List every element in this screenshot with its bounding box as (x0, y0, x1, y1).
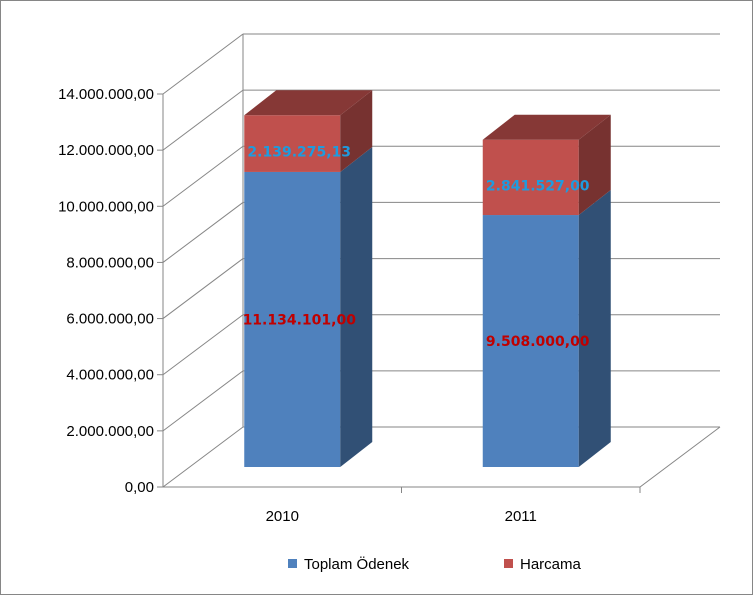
gridline-diagonal (162, 202, 244, 263)
gridline-diagonal (162, 314, 244, 376)
bar-2011-1-side (578, 114, 611, 216)
bar-2010-0-front (244, 171, 341, 467)
gridline-diagonal (162, 145, 244, 207)
bar-2011-1-front (482, 139, 579, 216)
legend-label: Toplam Ödenek (304, 555, 410, 573)
gridline-diagonal (162, 89, 244, 151)
y-axis-ticks: 0,00 2.000.000,00 4.000.000,00 6.000.000,00… (58, 86, 163, 496)
bar-2011-1-top (482, 114, 611, 140)
x-tick-label: 2011 (505, 508, 537, 525)
y-tick-label: 0,00 (125, 479, 154, 496)
gridline-diagonal (162, 426, 244, 488)
x-tick-label: 2010 (266, 508, 299, 525)
bar-2011-0-front (482, 215, 579, 467)
legend-label: Harcama (520, 556, 582, 573)
y-tick-label: 14.000.000,00 (58, 86, 154, 103)
y-tick-label: 10.000.000,00 (58, 198, 154, 215)
data-label: 9.508.000,00 (486, 334, 590, 350)
y-tick-label: 6.000.000,00 (66, 311, 154, 328)
legend-swatch (504, 559, 513, 568)
y-tick-label: 8.000.000,00 (66, 254, 154, 271)
bar-2010-1-top (244, 90, 373, 116)
data-labels: 11.134.101,00 2.139.275,13 9.508.000,00 2.8… (243, 145, 590, 350)
data-label: 2.139.275,13 (247, 145, 351, 161)
bar-2010-1-front (244, 115, 341, 172)
data-label: 11.134.101,00 (243, 312, 357, 328)
legend: Toplam Ödenek Harcama (288, 555, 582, 573)
gridline-diagonal (162, 33, 244, 95)
bars (244, 90, 611, 467)
y-tick-label: 4.000.000,00 (66, 367, 154, 384)
bar-2010-1-side (340, 90, 373, 172)
bar-2011-0-side (578, 190, 611, 467)
y-tick-label: 2.000.000,00 (66, 423, 154, 440)
x-axis-ticks: 2010 2011 (266, 487, 641, 525)
gridline-diagonal (162, 258, 244, 319)
bar-2010-0-side (340, 146, 373, 467)
data-label: 2.841.527,00 (486, 178, 590, 194)
legend-swatch (288, 559, 297, 568)
gridline-diagonal (162, 370, 244, 432)
y-tick-label: 12.000.000,00 (58, 142, 154, 159)
